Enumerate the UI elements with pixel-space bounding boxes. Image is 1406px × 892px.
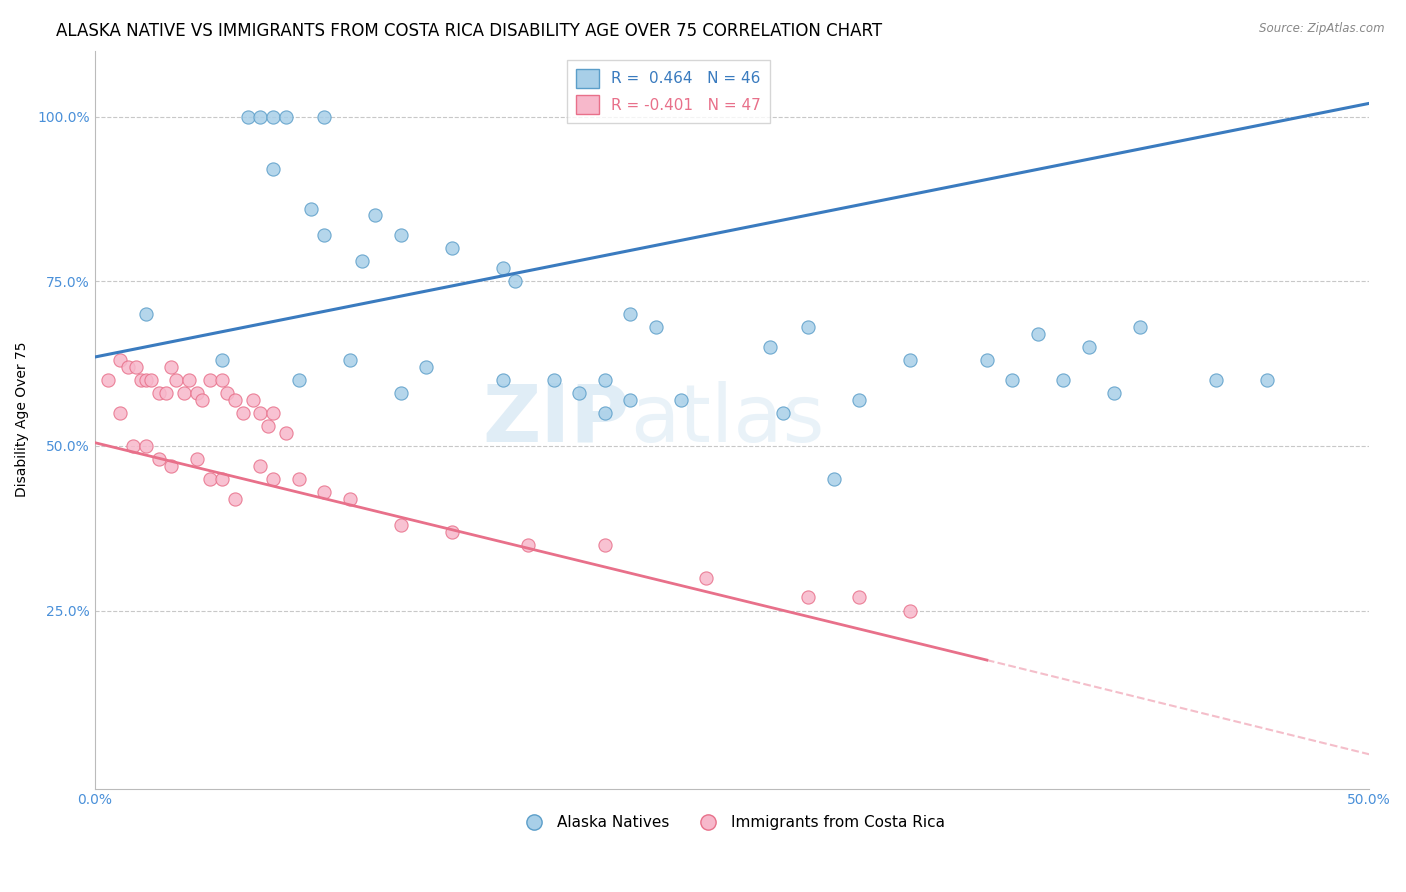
Point xyxy=(262,162,284,177)
Point xyxy=(1052,373,1074,387)
Point xyxy=(1001,373,1024,387)
Point xyxy=(217,386,239,401)
Point xyxy=(165,373,187,387)
Legend: Alaska Natives, Immigrants from Costa Rica: Alaska Natives, Immigrants from Costa Ri… xyxy=(513,809,950,836)
Point xyxy=(505,274,527,288)
Point xyxy=(543,373,565,387)
Point xyxy=(593,406,616,420)
Point xyxy=(262,472,284,486)
Point xyxy=(976,353,998,368)
Point xyxy=(619,392,641,407)
Point xyxy=(389,518,412,533)
Point xyxy=(249,458,271,473)
Point xyxy=(249,110,271,124)
Point xyxy=(669,392,692,407)
Point xyxy=(314,110,336,124)
Point xyxy=(135,439,157,453)
Text: Source: ZipAtlas.com: Source: ZipAtlas.com xyxy=(1260,22,1385,36)
Point xyxy=(440,524,463,539)
Point xyxy=(129,373,152,387)
Point xyxy=(898,353,921,368)
Point xyxy=(211,373,233,387)
Point xyxy=(619,307,641,321)
Point xyxy=(364,208,387,222)
Point xyxy=(759,340,782,354)
Point xyxy=(389,386,412,401)
Point xyxy=(797,320,820,334)
Y-axis label: Disability Age Over 75: Disability Age Over 75 xyxy=(15,342,30,498)
Point xyxy=(848,591,870,605)
Point xyxy=(179,373,201,387)
Point xyxy=(155,386,177,401)
Point xyxy=(415,359,437,374)
Point xyxy=(695,571,717,585)
Point xyxy=(211,472,233,486)
Point xyxy=(1205,373,1227,387)
Point xyxy=(593,538,616,552)
Point xyxy=(135,373,157,387)
Text: ZIP: ZIP xyxy=(482,381,630,458)
Point xyxy=(97,373,120,387)
Point xyxy=(262,406,284,420)
Point xyxy=(198,373,221,387)
Point xyxy=(848,392,870,407)
Point xyxy=(242,392,264,407)
Point xyxy=(440,241,463,255)
Point xyxy=(1256,373,1278,387)
Point xyxy=(224,392,246,407)
Point xyxy=(339,353,361,368)
Point xyxy=(593,373,616,387)
Point xyxy=(287,472,309,486)
Point xyxy=(517,538,540,552)
Point xyxy=(314,228,336,243)
Point xyxy=(148,386,170,401)
Point xyxy=(898,604,921,618)
Text: atlas: atlas xyxy=(630,381,824,458)
Point xyxy=(274,110,297,124)
Point xyxy=(772,406,794,420)
Point xyxy=(287,373,309,387)
Point xyxy=(1129,320,1152,334)
Point xyxy=(644,320,666,334)
Point xyxy=(198,472,221,486)
Point xyxy=(186,386,208,401)
Point xyxy=(122,439,145,453)
Point xyxy=(232,406,254,420)
Point xyxy=(110,406,132,420)
Point xyxy=(249,406,271,420)
Point xyxy=(117,359,139,374)
Point xyxy=(274,425,297,440)
Point xyxy=(191,392,214,407)
Point xyxy=(568,386,591,401)
Point xyxy=(148,452,170,467)
Point xyxy=(823,472,845,486)
Point xyxy=(186,452,208,467)
Point xyxy=(1077,340,1099,354)
Point xyxy=(236,110,259,124)
Point xyxy=(314,485,336,500)
Point xyxy=(301,202,323,216)
Point xyxy=(339,491,361,506)
Point xyxy=(1104,386,1126,401)
Point xyxy=(1026,326,1049,341)
Point xyxy=(160,458,183,473)
Point xyxy=(173,386,195,401)
Point xyxy=(160,359,183,374)
Point xyxy=(491,373,513,387)
Point xyxy=(352,254,374,268)
Point xyxy=(797,591,820,605)
Text: ALASKA NATIVE VS IMMIGRANTS FROM COSTA RICA DISABILITY AGE OVER 75 CORRELATION C: ALASKA NATIVE VS IMMIGRANTS FROM COSTA R… xyxy=(56,22,883,40)
Point xyxy=(257,419,280,434)
Point xyxy=(135,307,157,321)
Point xyxy=(224,491,246,506)
Point xyxy=(139,373,162,387)
Point xyxy=(491,261,513,276)
Point xyxy=(110,353,132,368)
Point xyxy=(262,110,284,124)
Point xyxy=(124,359,146,374)
Point xyxy=(389,228,412,243)
Point xyxy=(211,353,233,368)
